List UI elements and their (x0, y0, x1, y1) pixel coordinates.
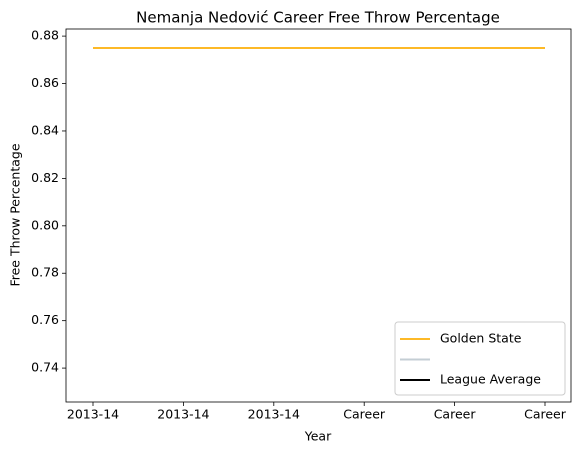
y-tick-label: 0.82 (31, 170, 59, 185)
plot-area (65, 28, 572, 403)
x-axis-label: Year (304, 429, 332, 444)
x-tick-label: 2013-14 (157, 407, 209, 422)
chart-title: Nemanja Nedović Career Free Throw Percen… (136, 9, 500, 27)
y-tick-label: 0.88 (31, 28, 59, 43)
x-tick-label: 2013-14 (248, 407, 300, 422)
y-tick-label: 0.80 (31, 217, 59, 232)
y-tick-label: 0.84 (31, 122, 59, 137)
x-tick-label: 2013-14 (67, 407, 119, 422)
x-tick-label: Career (524, 407, 567, 422)
y-tick-label: 0.74 (31, 360, 59, 375)
legend-box (394, 321, 566, 396)
legend-label: League Average (440, 372, 541, 387)
x-tick-label: Career (343, 407, 386, 422)
y-tick-label: 0.78 (31, 265, 59, 280)
legend-label: Golden State (440, 331, 522, 346)
y-tick-label: 0.76 (31, 312, 59, 327)
x-tick-label: Career (434, 407, 477, 422)
y-tick-label: 0.86 (31, 75, 59, 90)
y-axis-label: Free Throw Percentage (8, 143, 23, 286)
